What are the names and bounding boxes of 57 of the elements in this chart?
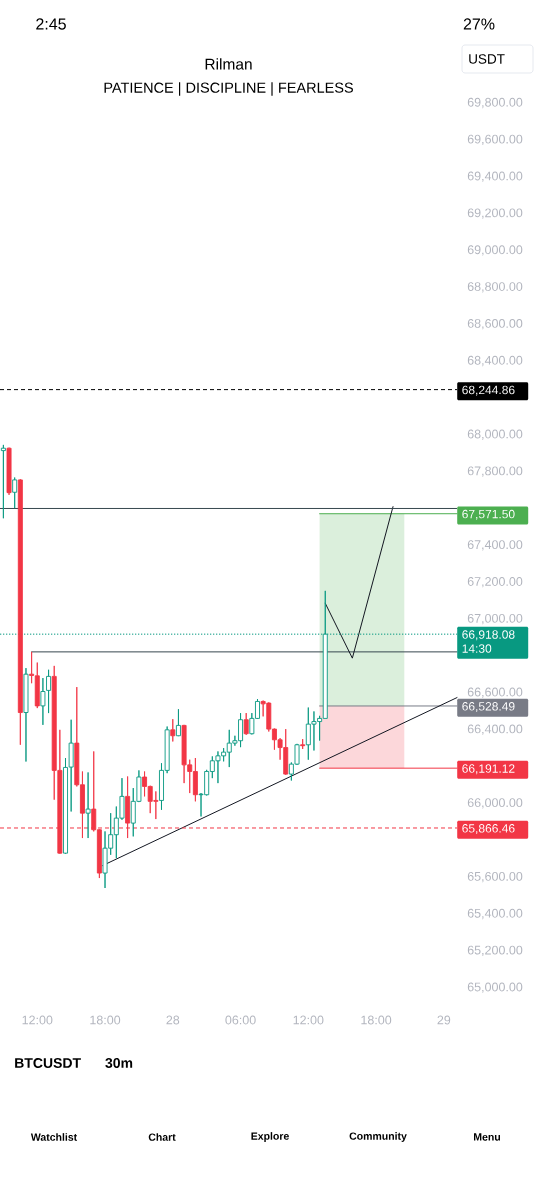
text: Explore bbox=[251, 1132, 289, 1142]
y-tick-label: 69,400.00 bbox=[467, 171, 523, 182]
candlestick bbox=[6, 447, 12, 496]
y-tick-label: 66,400.00 bbox=[467, 724, 523, 735]
candlestick bbox=[170, 718, 176, 742]
y-tick-label: 67,000.00 bbox=[467, 613, 523, 625]
text: Menu bbox=[474, 1133, 501, 1141]
candlestick bbox=[175, 708, 181, 737]
text: Community bbox=[349, 1132, 407, 1142]
chart-title: Rilman bbox=[205, 58, 252, 70]
text: Chart bbox=[148, 1133, 176, 1141]
data-label: 67,571.50 bbox=[462, 509, 515, 520]
y-tick-label: 68,400.00 bbox=[467, 355, 523, 367]
y-tick-label: 65,400.00 bbox=[467, 908, 523, 920]
x-tick-label: 06:00 bbox=[225, 1015, 256, 1025]
text: 30m bbox=[105, 1058, 133, 1068]
y-tick-label: 68,000.00 bbox=[467, 429, 523, 440]
candlestick bbox=[46, 669, 52, 714]
x-tick-label: 12:00 bbox=[22, 1015, 53, 1025]
candlestick bbox=[23, 667, 29, 762]
ref-line-label: 66,918.08 14:30 bbox=[462, 630, 515, 653]
candlestick bbox=[12, 477, 18, 509]
candlestick bbox=[85, 771, 91, 839]
chart-subtitle: PATIENCE | DISCIPLINE | FEARLESS bbox=[104, 82, 353, 96]
ref-line-label: 68,244.86 bbox=[462, 385, 515, 396]
x-tick-label: 18:00 bbox=[361, 1015, 392, 1025]
x-tick-label: 12:00 bbox=[293, 1015, 324, 1025]
y-tick-label: 65,000.00 bbox=[467, 982, 523, 993]
x-tick-label: 29 bbox=[437, 1015, 451, 1025]
text: 2:45 bbox=[36, 18, 66, 30]
y-tick-label: 67,400.00 bbox=[467, 540, 523, 551]
y-tick-label: 69,600.00 bbox=[467, 134, 523, 146]
y-tick-label: 67,800.00 bbox=[467, 466, 523, 477]
y-tick-label: 69,200.00 bbox=[467, 208, 523, 219]
candlestick bbox=[0, 444, 6, 519]
x-tick-label: 18:00 bbox=[90, 1015, 121, 1025]
y-axis-title: USDT bbox=[469, 54, 505, 64]
y-tick-label: 66,600.00 bbox=[467, 687, 523, 698]
y-tick-label: 67,200.00 bbox=[467, 577, 523, 588]
y-tick-label: 66,000.00 bbox=[467, 798, 523, 809]
y-tick-label: 65,600.00 bbox=[467, 871, 523, 883]
text: BTCUSDT bbox=[15, 1058, 81, 1068]
candlestick bbox=[300, 738, 306, 750]
data-label: 66,191.12 bbox=[462, 764, 515, 775]
data-label: 66,528.49 bbox=[462, 702, 515, 713]
candlestick bbox=[243, 712, 249, 736]
y-tick-label: 65,200.00 bbox=[467, 945, 523, 956]
candlestick bbox=[40, 677, 46, 726]
y-tick-label: 68,800.00 bbox=[467, 282, 523, 293]
y-tick-label: 69,000.00 bbox=[467, 245, 523, 256]
candlestick bbox=[17, 478, 23, 746]
text: Watchlist bbox=[30, 1133, 78, 1141]
x-tick-label: 28 bbox=[166, 1015, 180, 1025]
y-tick-label: 68,600.00 bbox=[467, 318, 523, 330]
y-tick-label: 69,800.00 bbox=[467, 97, 523, 109]
text: 27% bbox=[463, 18, 495, 30]
ref-line-label: 65,866.46 bbox=[462, 824, 515, 835]
